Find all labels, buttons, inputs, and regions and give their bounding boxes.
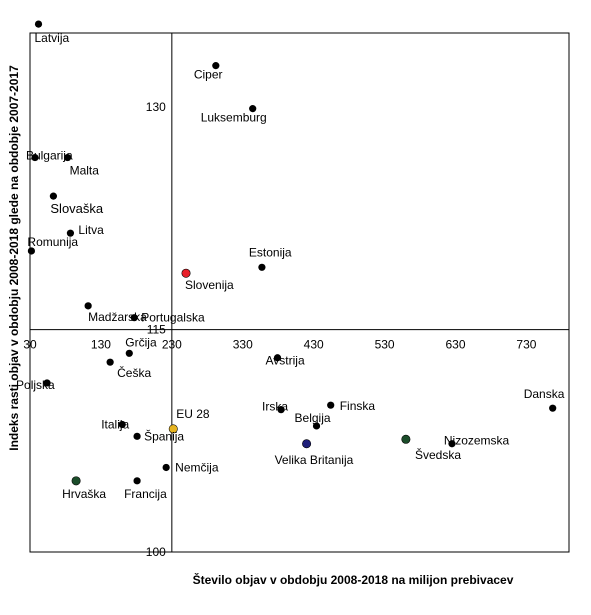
data-point xyxy=(181,268,191,278)
point-label: Finska xyxy=(340,399,376,413)
data-point xyxy=(31,153,39,162)
point-label: Švedska xyxy=(415,447,461,462)
point-label: EU 28 xyxy=(176,407,210,421)
x-tick-label: 30 xyxy=(23,338,37,352)
point-label: Madžarska xyxy=(88,310,147,324)
x-tick-label: 430 xyxy=(304,338,324,352)
data-point xyxy=(277,406,285,414)
point-label: Nemčija xyxy=(175,460,219,474)
point-label: Francija xyxy=(124,487,167,501)
data-point xyxy=(133,477,141,485)
data-point xyxy=(162,463,170,472)
point-label: Latvija xyxy=(35,31,70,45)
point-label: Romunija xyxy=(27,235,78,249)
plot-frame xyxy=(29,32,570,553)
point-label: Grčija xyxy=(125,335,157,349)
data-point xyxy=(212,62,220,70)
data-point xyxy=(106,358,114,366)
point-label: Malta xyxy=(70,164,100,178)
x-tick-labels: 30 130 230 330 430 530 630 730 xyxy=(23,338,536,352)
x-tick-label: 230 xyxy=(162,338,182,352)
data-point xyxy=(27,247,36,255)
data-point xyxy=(125,349,133,357)
point-label: Slovenija xyxy=(185,278,234,292)
data-point xyxy=(249,105,257,113)
point-label: Češka xyxy=(117,365,151,380)
data-point xyxy=(118,420,126,429)
data-point xyxy=(401,434,411,444)
data-point xyxy=(84,302,92,310)
point-label: Poljska xyxy=(16,378,55,392)
data-point xyxy=(63,153,72,162)
y-tick-label: 130 xyxy=(146,100,166,114)
data-point xyxy=(71,476,81,486)
data-point xyxy=(66,229,75,237)
x-tick-label: 630 xyxy=(446,338,466,352)
data-point xyxy=(549,404,557,412)
x-tick-label: 730 xyxy=(516,338,536,352)
point-label: Nizozemska xyxy=(444,433,510,447)
point-label: Danska xyxy=(524,387,565,401)
x-tick-label: 130 xyxy=(91,338,111,352)
data-point xyxy=(448,440,456,448)
y-axis-title: Indeks rasti objav v obdobju 2008-2018 g… xyxy=(7,65,21,451)
y-tick-label: 100 xyxy=(146,545,166,559)
data-point xyxy=(168,424,178,434)
point-label: Portugalska xyxy=(141,311,205,325)
x-tick-label: 530 xyxy=(375,338,395,352)
point-label: Bulgarija xyxy=(26,149,73,163)
data-point xyxy=(302,439,312,449)
point-label: Belgija xyxy=(295,411,331,425)
data-point xyxy=(49,192,58,200)
data-point xyxy=(43,379,51,387)
point-label: Luksemburg xyxy=(201,111,267,125)
y-tick-label: 115 xyxy=(147,323,166,337)
data-points xyxy=(27,20,557,486)
point-label: Hrvaška xyxy=(62,487,106,501)
x-tick-label: 330 xyxy=(233,338,253,352)
point-label: Španija xyxy=(144,428,184,443)
point-label: Italija xyxy=(101,417,129,431)
data-point xyxy=(312,422,321,430)
point-label: Estonija xyxy=(249,245,292,259)
data-point xyxy=(327,401,335,409)
data-point xyxy=(133,432,141,440)
x-axis-title: Število objav v obdobju 2008-2018 na mil… xyxy=(193,572,514,587)
data-point xyxy=(273,354,282,362)
point-label: Slovaška xyxy=(50,201,104,216)
point-label: Irska xyxy=(262,400,288,414)
point-label: Avstrija xyxy=(266,354,305,368)
point-label: Ciper xyxy=(194,68,223,82)
data-point xyxy=(130,314,138,322)
data-point xyxy=(34,20,43,28)
data-point xyxy=(258,263,266,271)
y-tick-labels: 100 115 130 xyxy=(146,100,166,559)
point-label: Velika Britanija xyxy=(275,453,354,467)
point-label: Litva xyxy=(78,223,104,237)
